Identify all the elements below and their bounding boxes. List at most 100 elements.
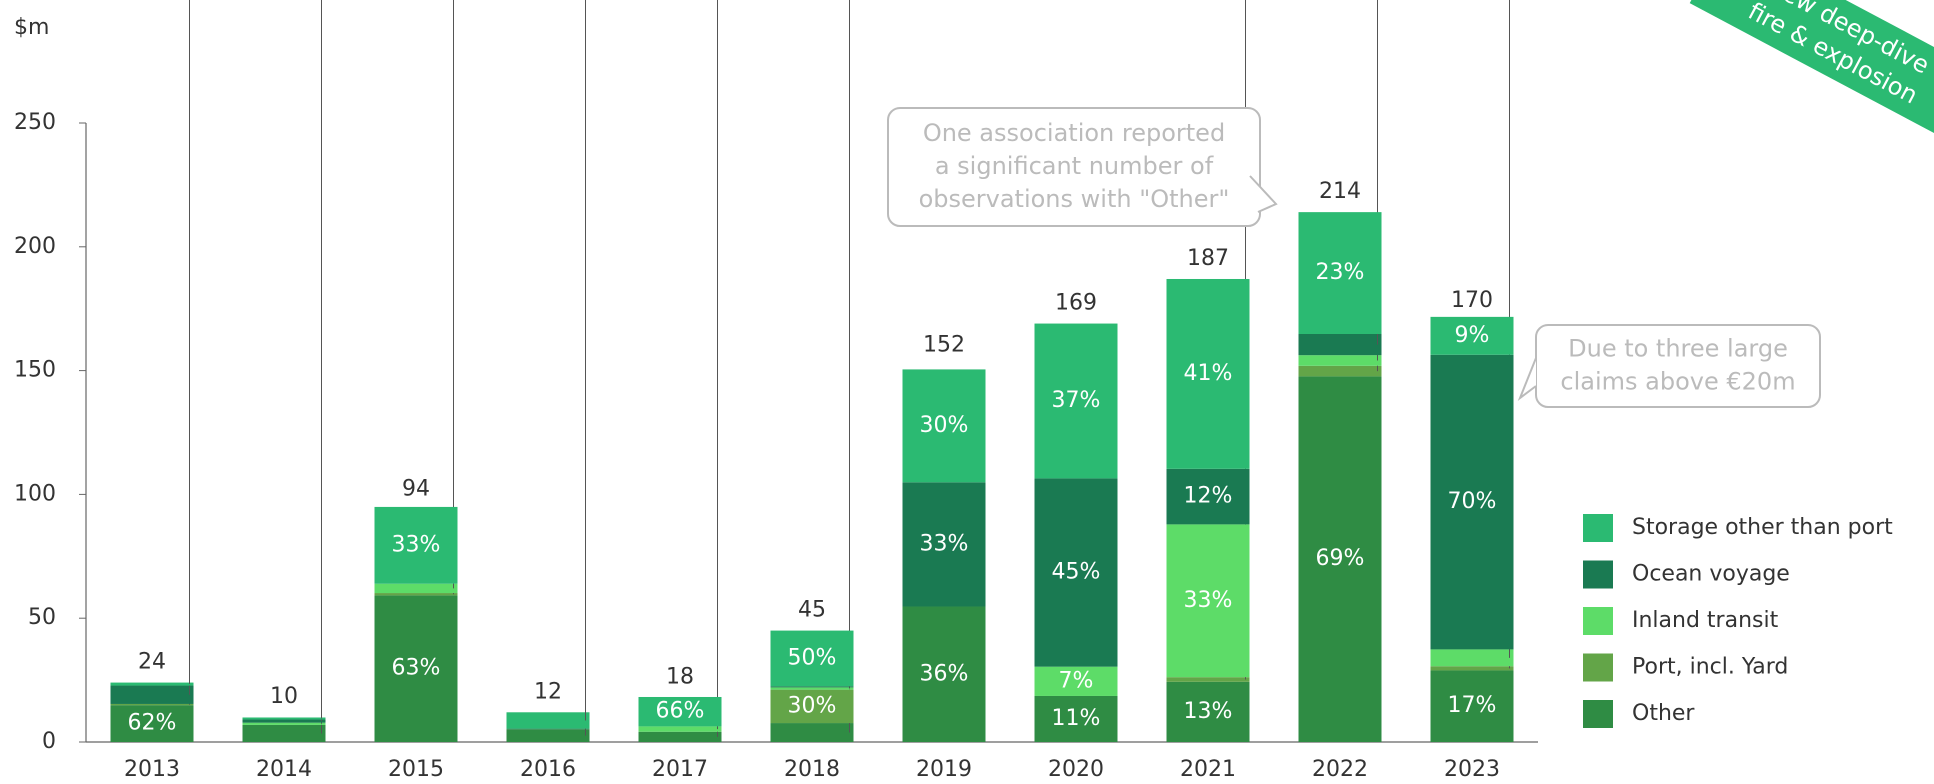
x-tick-label: 2021: [1180, 757, 1236, 782]
data-label: 13%: [1184, 699, 1233, 724]
label-leader: [586, 0, 600, 738]
label-leader: [850, 0, 864, 690]
callout-tail: [1517, 357, 1537, 401]
data-label: 30%: [920, 413, 969, 438]
total-label: 169: [1055, 291, 1097, 316]
bar-segment: [1034, 323, 1118, 479]
total-label: 12: [534, 679, 562, 704]
bar-segment: [770, 689, 854, 724]
bar-segment: [638, 696, 722, 727]
bar-segment: [110, 705, 194, 742]
x-tick-label: 2023: [1444, 757, 1500, 782]
x-tick-label: 2015: [388, 757, 444, 782]
total-label: 10: [270, 684, 298, 709]
data-label: 33%: [920, 531, 969, 556]
x-tick-label: 2014: [256, 757, 312, 782]
total-label: 170: [1451, 288, 1493, 313]
x-tick-label: 2020: [1048, 757, 1104, 782]
x-tick-label: 2018: [784, 757, 840, 782]
bar-segment: [374, 506, 458, 584]
data-label: 70%: [1448, 489, 1497, 514]
data-label: 69%: [1316, 546, 1365, 571]
callout-box: [887, 107, 1261, 227]
data-label: 30%: [788, 693, 837, 718]
bar-segment: [1430, 354, 1514, 650]
legend-label: Port, incl. Yard: [1632, 655, 1788, 680]
x-tick-label: 2013: [124, 757, 180, 782]
bar-segment: [1166, 677, 1250, 682]
total-label: 214: [1319, 179, 1361, 204]
bar-segment: [374, 593, 458, 596]
bar-segment: [1034, 695, 1118, 742]
data-label: 33%: [1184, 588, 1233, 613]
callout-text: One association reported: [923, 119, 1225, 147]
label-leader: [850, 0, 864, 694]
label-leader: [190, 0, 204, 710]
bar-segment: [242, 719, 326, 723]
data-label: 7%: [1059, 668, 1094, 693]
bar-segment: [1430, 666, 1514, 671]
label-leader: [586, 0, 600, 734]
bar-segment: [506, 728, 590, 730]
data-label: 37%: [1052, 388, 1101, 413]
label-leader: [322, 0, 336, 722]
y-tick-label: 150: [14, 358, 56, 383]
total-label: 94: [402, 476, 430, 501]
bar-segment: [374, 595, 458, 742]
bar-segment: [1298, 365, 1382, 377]
y-tick-label: 0: [42, 729, 56, 754]
legend-label: Other: [1632, 701, 1695, 726]
total-label: 45: [798, 598, 826, 623]
bar-segment: [770, 723, 854, 742]
label-leader: [190, 0, 204, 698]
x-tick-label: 2022: [1312, 757, 1368, 782]
legend-label: Ocean voyage: [1632, 562, 1790, 587]
bar-segment: [242, 722, 326, 725]
total-label: 18: [666, 664, 694, 689]
data-label: 12%: [1184, 484, 1233, 509]
legend-swatch: [1583, 700, 1613, 728]
y-tick-label: 250: [14, 110, 56, 135]
label-leader: [850, 0, 864, 738]
bar-segment: [110, 703, 194, 706]
bar-segment: [770, 686, 854, 688]
label-leader: [718, 0, 732, 734]
bar-segment: [1298, 212, 1382, 335]
data-label: 36%: [920, 661, 969, 686]
data-label: 9%: [1455, 323, 1490, 348]
label-leader: [454, 0, 468, 594]
bar-segment: [1430, 316, 1514, 355]
bar-segment: [1034, 666, 1118, 696]
label-leader: [190, 0, 204, 690]
legend-label: Inland transit: [1632, 608, 1779, 633]
bar-segment: [1430, 649, 1514, 667]
bar-segment: [1298, 355, 1382, 366]
data-label: 17%: [1448, 693, 1497, 718]
bar-segment: [242, 724, 326, 742]
data-label: 23%: [1316, 260, 1365, 285]
label-leader: [322, 0, 336, 726]
bar-segment: [1430, 670, 1514, 742]
legend-swatch: [1583, 653, 1613, 682]
total-label: 24: [138, 650, 166, 675]
y-tick-label: 100: [14, 481, 56, 506]
bar-segment: [638, 731, 722, 742]
y-tick-label: 50: [28, 605, 56, 630]
legend-swatch: [1583, 514, 1613, 542]
data-label: 11%: [1052, 706, 1101, 731]
bar-segment: [110, 682, 194, 686]
bar-segment: [1298, 376, 1382, 742]
bar-segment: [506, 729, 590, 742]
x-tick-label: 2017: [652, 757, 708, 782]
data-label: 62%: [128, 711, 177, 736]
bar-segment: [770, 630, 854, 687]
bar-segment: [506, 712, 590, 729]
total-label: 152: [923, 333, 965, 358]
data-label: 41%: [1184, 361, 1233, 386]
legend-swatch: [1583, 607, 1613, 635]
ribbon-band: [1689, 0, 1934, 144]
legend-swatch: [1583, 560, 1613, 589]
x-tick-label: 2016: [520, 757, 576, 782]
